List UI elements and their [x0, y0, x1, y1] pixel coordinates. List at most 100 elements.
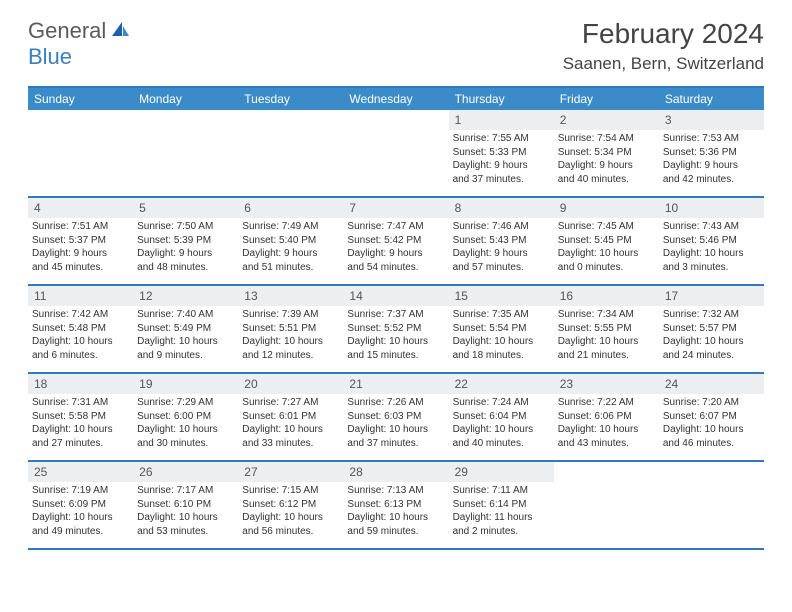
day-line: Daylight: 9 hours — [32, 247, 129, 261]
day-cell: 27Sunrise: 7:15 AMSunset: 6:12 PMDayligh… — [238, 462, 343, 548]
day-cell: 22Sunrise: 7:24 AMSunset: 6:04 PMDayligh… — [449, 374, 554, 460]
day-body: Sunrise: 7:19 AMSunset: 6:09 PMDaylight:… — [28, 482, 133, 542]
day-line: Daylight: 10 hours — [663, 423, 760, 437]
day-cell — [28, 110, 133, 196]
day-number: 25 — [28, 462, 133, 482]
day-body: Sunrise: 7:13 AMSunset: 6:13 PMDaylight:… — [343, 482, 448, 542]
day-line: Sunset: 5:49 PM — [137, 322, 234, 336]
day-cell: 3Sunrise: 7:53 AMSunset: 5:36 PMDaylight… — [659, 110, 764, 196]
day-line: Sunrise: 7:29 AM — [137, 396, 234, 410]
logo-text-blue: Blue — [28, 44, 72, 69]
day-number: 20 — [238, 374, 343, 394]
day-number: 28 — [343, 462, 448, 482]
day-line: Daylight: 9 hours — [453, 247, 550, 261]
day-line: Sunrise: 7:40 AM — [137, 308, 234, 322]
day-cell: 21Sunrise: 7:26 AMSunset: 6:03 PMDayligh… — [343, 374, 448, 460]
day-number: 18 — [28, 374, 133, 394]
day-cell: 14Sunrise: 7:37 AMSunset: 5:52 PMDayligh… — [343, 286, 448, 372]
page-title: February 2024 — [563, 18, 764, 50]
weekday-header: Saturday — [659, 88, 764, 110]
day-line: and 9 minutes. — [137, 349, 234, 363]
day-line: Sunrise: 7:53 AM — [663, 132, 760, 146]
day-line: Daylight: 10 hours — [558, 423, 655, 437]
day-line: Sunrise: 7:43 AM — [663, 220, 760, 234]
day-line: Sunset: 6:14 PM — [453, 498, 550, 512]
week-row: 11Sunrise: 7:42 AMSunset: 5:48 PMDayligh… — [28, 286, 764, 374]
day-body: Sunrise: 7:46 AMSunset: 5:43 PMDaylight:… — [449, 218, 554, 278]
day-line: Sunset: 6:13 PM — [347, 498, 444, 512]
day-number: 3 — [659, 110, 764, 130]
day-body: Sunrise: 7:17 AMSunset: 6:10 PMDaylight:… — [133, 482, 238, 542]
day-line: Sunset: 5:51 PM — [242, 322, 339, 336]
day-line: Daylight: 10 hours — [137, 335, 234, 349]
day-body: Sunrise: 7:15 AMSunset: 6:12 PMDaylight:… — [238, 482, 343, 542]
logo: General — [28, 18, 132, 44]
day-line: Sunset: 5:39 PM — [137, 234, 234, 248]
day-body: Sunrise: 7:50 AMSunset: 5:39 PMDaylight:… — [133, 218, 238, 278]
day-number: 9 — [554, 198, 659, 218]
day-number: 16 — [554, 286, 659, 306]
day-line: and 53 minutes. — [137, 525, 234, 539]
day-line: Sunset: 6:03 PM — [347, 410, 444, 424]
day-number: 22 — [449, 374, 554, 394]
day-line: Sunset: 6:12 PM — [242, 498, 339, 512]
day-line: Sunrise: 7:55 AM — [453, 132, 550, 146]
day-line: Daylight: 10 hours — [663, 335, 760, 349]
weekday-header: Tuesday — [238, 88, 343, 110]
title-block: February 2024 Saanen, Bern, Switzerland — [563, 18, 764, 74]
day-line: Sunrise: 7:34 AM — [558, 308, 655, 322]
day-cell — [343, 110, 448, 196]
day-line: Sunset: 5:45 PM — [558, 234, 655, 248]
day-cell — [554, 462, 659, 548]
day-line: and 54 minutes. — [347, 261, 444, 275]
day-cell: 9Sunrise: 7:45 AMSunset: 5:45 PMDaylight… — [554, 198, 659, 284]
day-line: Sunrise: 7:51 AM — [32, 220, 129, 234]
day-number: 29 — [449, 462, 554, 482]
day-line: Sunset: 5:54 PM — [453, 322, 550, 336]
logo-text-general: General — [28, 18, 106, 44]
day-number: 7 — [343, 198, 448, 218]
day-line: Sunrise: 7:42 AM — [32, 308, 129, 322]
weekday-header: Wednesday — [343, 88, 448, 110]
day-line: Sunrise: 7:11 AM — [453, 484, 550, 498]
day-line: Daylight: 10 hours — [137, 423, 234, 437]
day-body: Sunrise: 7:51 AMSunset: 5:37 PMDaylight:… — [28, 218, 133, 278]
day-cell: 26Sunrise: 7:17 AMSunset: 6:10 PMDayligh… — [133, 462, 238, 548]
day-line: Sunrise: 7:35 AM — [453, 308, 550, 322]
week-row: 1Sunrise: 7:55 AMSunset: 5:33 PMDaylight… — [28, 110, 764, 198]
day-number: 6 — [238, 198, 343, 218]
day-line: Sunrise: 7:31 AM — [32, 396, 129, 410]
day-number: 19 — [133, 374, 238, 394]
day-body: Sunrise: 7:27 AMSunset: 6:01 PMDaylight:… — [238, 394, 343, 454]
day-line: Daylight: 9 hours — [453, 159, 550, 173]
day-line: Daylight: 10 hours — [242, 335, 339, 349]
day-line: Daylight: 10 hours — [32, 423, 129, 437]
day-number: 26 — [133, 462, 238, 482]
day-line: Sunrise: 7:27 AM — [242, 396, 339, 410]
day-line: Sunrise: 7:19 AM — [32, 484, 129, 498]
day-line: Sunrise: 7:39 AM — [242, 308, 339, 322]
day-number: 4 — [28, 198, 133, 218]
day-line: Sunset: 5:55 PM — [558, 322, 655, 336]
weekday-header: Monday — [133, 88, 238, 110]
day-line: Sunset: 6:00 PM — [137, 410, 234, 424]
logo-sail-icon — [110, 20, 130, 43]
day-cell: 6Sunrise: 7:49 AMSunset: 5:40 PMDaylight… — [238, 198, 343, 284]
day-line: Daylight: 10 hours — [663, 247, 760, 261]
day-cell: 8Sunrise: 7:46 AMSunset: 5:43 PMDaylight… — [449, 198, 554, 284]
day-number: 12 — [133, 286, 238, 306]
day-line: Daylight: 10 hours — [137, 511, 234, 525]
day-body: Sunrise: 7:47 AMSunset: 5:42 PMDaylight:… — [343, 218, 448, 278]
day-cell: 25Sunrise: 7:19 AMSunset: 6:09 PMDayligh… — [28, 462, 133, 548]
day-number: 5 — [133, 198, 238, 218]
week-row: 25Sunrise: 7:19 AMSunset: 6:09 PMDayligh… — [28, 462, 764, 550]
day-body: Sunrise: 7:35 AMSunset: 5:54 PMDaylight:… — [449, 306, 554, 366]
day-body: Sunrise: 7:29 AMSunset: 6:00 PMDaylight:… — [133, 394, 238, 454]
day-body: Sunrise: 7:31 AMSunset: 5:58 PMDaylight:… — [28, 394, 133, 454]
day-line: Sunset: 5:42 PM — [347, 234, 444, 248]
day-body: Sunrise: 7:26 AMSunset: 6:03 PMDaylight:… — [343, 394, 448, 454]
day-line: Sunset: 5:37 PM — [32, 234, 129, 248]
day-number: 11 — [28, 286, 133, 306]
day-body: Sunrise: 7:43 AMSunset: 5:46 PMDaylight:… — [659, 218, 764, 278]
day-number: 15 — [449, 286, 554, 306]
